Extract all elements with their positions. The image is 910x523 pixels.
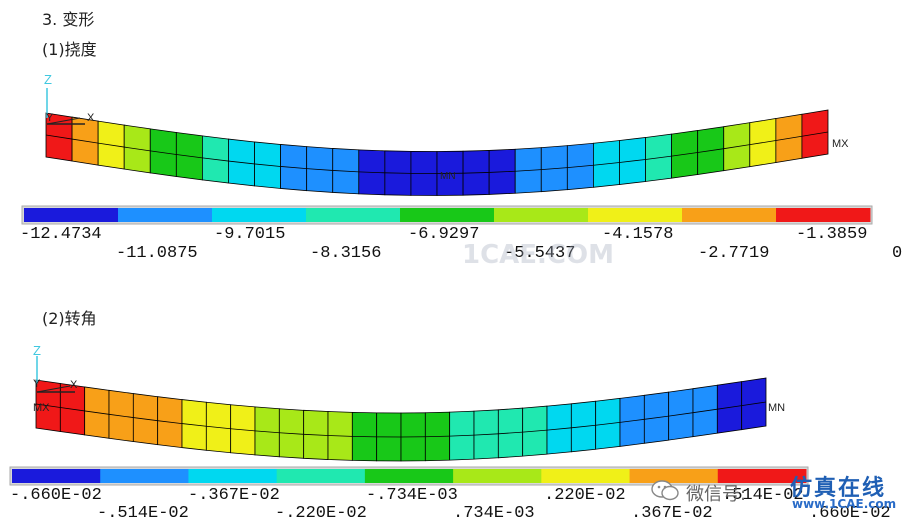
wechat-icon — [650, 478, 680, 502]
legend-value-label: .220E-02 — [544, 486, 626, 505]
rotation-axis-y: Y — [33, 378, 40, 390]
deflection-max-label: MX — [832, 138, 849, 150]
deflection-min-label: MN — [440, 171, 456, 182]
legend-swatch — [541, 469, 630, 483]
deflection-axis-y: Y — [46, 112, 53, 124]
legend-swatch — [453, 469, 542, 483]
legend-swatch — [212, 208, 307, 222]
legend-value-label: .367E-02 — [631, 504, 713, 523]
legend-value-label: .734E-03 — [453, 504, 535, 523]
deflection-beam — [46, 110, 828, 196]
legend-swatch — [24, 208, 119, 222]
rotation-max-label: MX — [33, 402, 50, 414]
deflection-axis-z: Z — [44, 72, 52, 87]
deflection-axis-x: X — [87, 112, 94, 124]
rotation-min-label: MN — [768, 402, 785, 414]
legend-swatch — [400, 208, 495, 222]
rotation-beam — [36, 378, 766, 461]
legend-swatch — [306, 208, 401, 222]
legend-value-label: 0 — [892, 244, 902, 263]
legend-swatch — [682, 208, 777, 222]
legend-value-label: -.660E-02 — [10, 486, 102, 505]
legend-value-label: -1.3859 — [796, 225, 867, 244]
legend-value-label: -.734E-03 — [366, 486, 458, 505]
deflection-mesh-line — [385, 173, 411, 174]
legend-swatch — [100, 469, 189, 483]
legend-swatch — [776, 208, 871, 222]
rotation-axis-z: Z — [33, 343, 41, 358]
legend-value-label: -8.3156 — [310, 244, 381, 263]
legend-value-label: -11.0875 — [116, 244, 198, 263]
legend-value-label: -.367E-02 — [188, 486, 280, 505]
legend-value-label: -.514E-02 — [97, 504, 189, 523]
legend-value-label: -.220E-02 — [275, 504, 367, 523]
legend-swatch — [118, 208, 213, 222]
deflection-legend — [22, 206, 872, 224]
legend-value-label: -2.7719 — [698, 244, 769, 263]
rotation-axis-x: X — [70, 379, 77, 391]
legend-swatch — [188, 469, 277, 483]
legend-swatch — [365, 469, 454, 483]
legend-swatch — [588, 208, 683, 222]
legend-value-label: -9.7015 — [214, 225, 285, 244]
watermark-wechat: 微信号: — [686, 480, 746, 506]
legend-swatch — [277, 469, 366, 483]
watermark-url: www.1CAE.com — [792, 497, 896, 511]
legend-swatch — [12, 469, 101, 483]
legend-value-label: -12.4734 — [20, 225, 102, 244]
legend-swatch — [494, 208, 589, 222]
watermark-center: 1CAE.COM — [462, 240, 614, 270]
